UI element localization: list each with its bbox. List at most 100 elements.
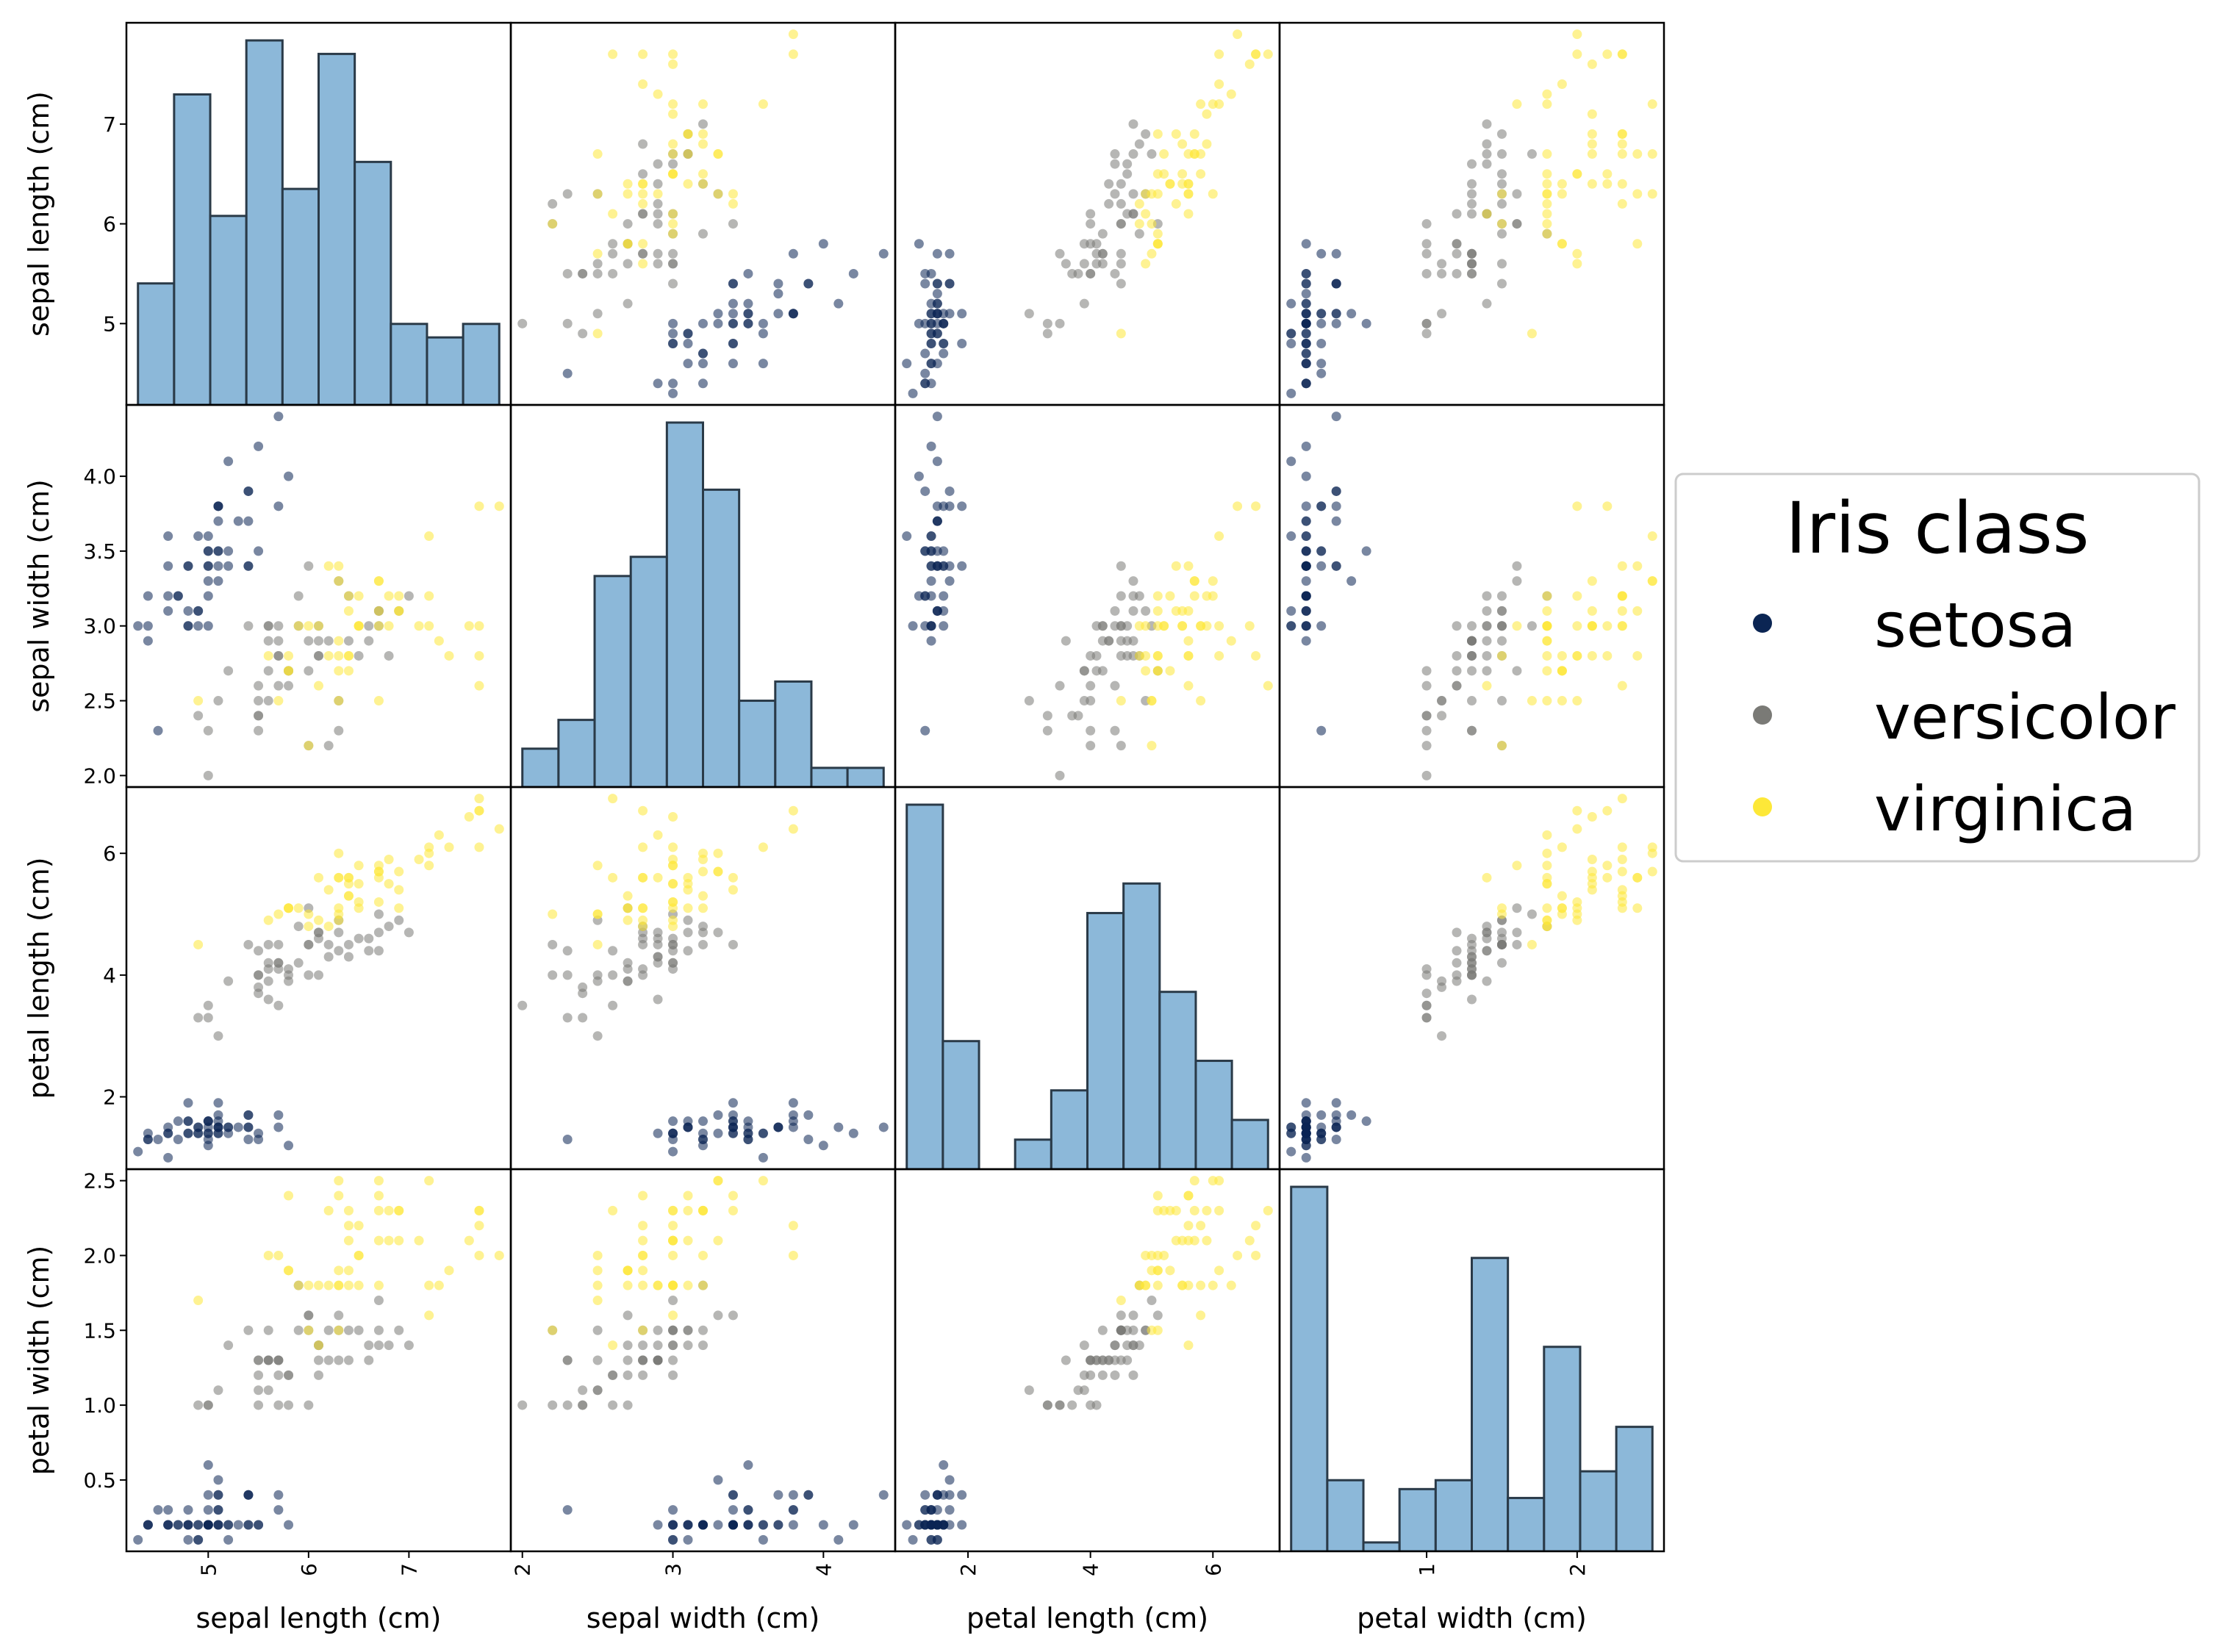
point-versicolor-1 xyxy=(343,1325,354,1335)
point-versicolor-24 xyxy=(343,1355,354,1365)
point-virginica-47 xyxy=(668,169,678,179)
point-virginica-30 xyxy=(1557,842,1567,852)
point-virginica-8 xyxy=(1196,1280,1206,1290)
point-virginica-18 xyxy=(1263,680,1273,691)
point-virginica-38 xyxy=(1134,621,1144,631)
point-versicolor-43 xyxy=(1042,318,1052,328)
point-versicolor-4 xyxy=(354,650,364,661)
point-virginica-0 xyxy=(334,848,344,858)
point-setosa-49 xyxy=(1301,1128,1311,1138)
point-virginica-7 xyxy=(434,1280,444,1290)
histogram-bar-sepal-width-3 xyxy=(629,556,668,787)
point-versicolor-37 xyxy=(562,1355,573,1365)
point-setosa-1 xyxy=(668,328,678,339)
point-setosa-40 xyxy=(920,546,930,556)
point-versicolor-41 xyxy=(668,933,678,944)
point-versicolor-30 xyxy=(1437,982,1447,992)
point-virginica-22 xyxy=(1572,805,1582,816)
point-virginica-8 xyxy=(592,861,603,871)
point-versicolor-37 xyxy=(334,1355,344,1365)
point-versicolor-0 xyxy=(403,591,414,601)
point-versicolor-48 xyxy=(592,309,603,319)
point-versicolor-40 xyxy=(1452,946,1462,956)
point-versicolor-30 xyxy=(1073,1385,1083,1396)
point-versicolor-33 xyxy=(304,666,314,676)
point-versicolor-16 xyxy=(263,939,273,949)
point-virginica-47 xyxy=(1572,169,1582,179)
point-versicolor-48 xyxy=(213,696,223,706)
point-setosa-18 xyxy=(273,1110,284,1120)
point-setosa-46 xyxy=(213,1116,223,1127)
point-setosa-37 xyxy=(926,1534,936,1545)
point-virginica-11 xyxy=(1165,1265,1175,1276)
point-versicolor-7 xyxy=(578,328,588,339)
point-versicolor-9 xyxy=(1482,666,1492,676)
point-setosa-42 xyxy=(143,1135,153,1145)
point-setosa-37 xyxy=(758,328,768,339)
point-virginica-31 xyxy=(1233,1250,1243,1260)
point-versicolor-7 xyxy=(1421,328,1432,339)
point-virginica-33 xyxy=(1496,189,1507,199)
point-versicolor-43 xyxy=(203,1013,213,1023)
point-versicolor-20 xyxy=(698,229,708,239)
point-virginica-29 xyxy=(668,861,678,871)
point-virginica-2 xyxy=(1587,854,1597,864)
point-setosa-23 xyxy=(1346,309,1357,319)
point-versicolor-12 xyxy=(1421,219,1432,229)
point-versicolor-7 xyxy=(1042,711,1052,721)
point-versicolor-38 xyxy=(1467,621,1477,631)
point-versicolor-36 xyxy=(1496,927,1507,938)
point-virginica-4 xyxy=(1602,169,1613,179)
point-versicolor-18 xyxy=(1496,198,1507,209)
point-versicolor-10 xyxy=(517,1000,528,1010)
point-versicolor-26 xyxy=(1482,650,1492,661)
point-virginica-26 xyxy=(1542,198,1552,209)
point-versicolor-25 xyxy=(1482,159,1492,169)
point-versicolor-10 xyxy=(1421,770,1432,780)
point-virginica-40 xyxy=(1183,606,1194,616)
point-versicolor-7 xyxy=(193,711,204,721)
point-versicolor-29 xyxy=(608,1000,618,1010)
cell-frame-0-1 xyxy=(509,21,897,406)
point-setosa-30 xyxy=(683,338,693,348)
point-versicolor-24 xyxy=(1467,179,1477,189)
point-virginica-12 xyxy=(384,621,394,631)
point-virginica-22 xyxy=(474,805,484,816)
point-setosa-8 xyxy=(653,1128,663,1138)
point-virginica-49 xyxy=(293,1280,304,1290)
histogram-bar-petal-width-4 xyxy=(1434,1479,1473,1551)
point-virginica-6 xyxy=(193,1296,204,1306)
point-setosa-15 xyxy=(878,248,889,259)
point-virginica-24 xyxy=(1587,576,1597,586)
point-virginica-31 xyxy=(494,824,504,834)
point-virginica-43 xyxy=(384,591,394,601)
point-virginica-42 xyxy=(284,1265,294,1276)
point-versicolor-45 xyxy=(1452,621,1462,631)
point-versicolor-23 xyxy=(1128,1370,1138,1380)
point-setosa-39 xyxy=(213,561,223,571)
point-setosa-40 xyxy=(743,1135,753,1145)
point-setosa-21 xyxy=(773,309,783,319)
point-setosa-8 xyxy=(653,378,663,389)
point-versicolor-41 xyxy=(1122,1340,1133,1351)
point-virginica-19 xyxy=(304,909,314,919)
point-virginica-32 xyxy=(1183,1221,1194,1231)
point-setosa-38 xyxy=(668,378,678,389)
point-setosa-37 xyxy=(1286,531,1296,542)
point-setosa-49 xyxy=(203,1128,213,1138)
point-setosa-1 xyxy=(193,621,204,631)
point-versicolor-26 xyxy=(638,139,648,149)
point-setosa-33 xyxy=(848,1128,858,1138)
point-setosa-16 xyxy=(803,1490,814,1500)
histogram-bar-sepal-width-5 xyxy=(702,488,741,787)
point-versicolor-24 xyxy=(343,952,354,962)
point-virginica-42 xyxy=(623,903,633,913)
point-virginica-44 xyxy=(1647,149,1657,159)
point-virginica-40 xyxy=(1183,1190,1194,1201)
point-virginica-11 xyxy=(343,1265,354,1276)
histogram-bar-petal-width-9 xyxy=(1615,1426,1654,1551)
point-virginica-21 xyxy=(638,259,648,269)
point-virginica-37 xyxy=(343,606,354,616)
point-virginica-7 xyxy=(653,1280,663,1290)
point-virginica-26 xyxy=(1134,198,1144,209)
